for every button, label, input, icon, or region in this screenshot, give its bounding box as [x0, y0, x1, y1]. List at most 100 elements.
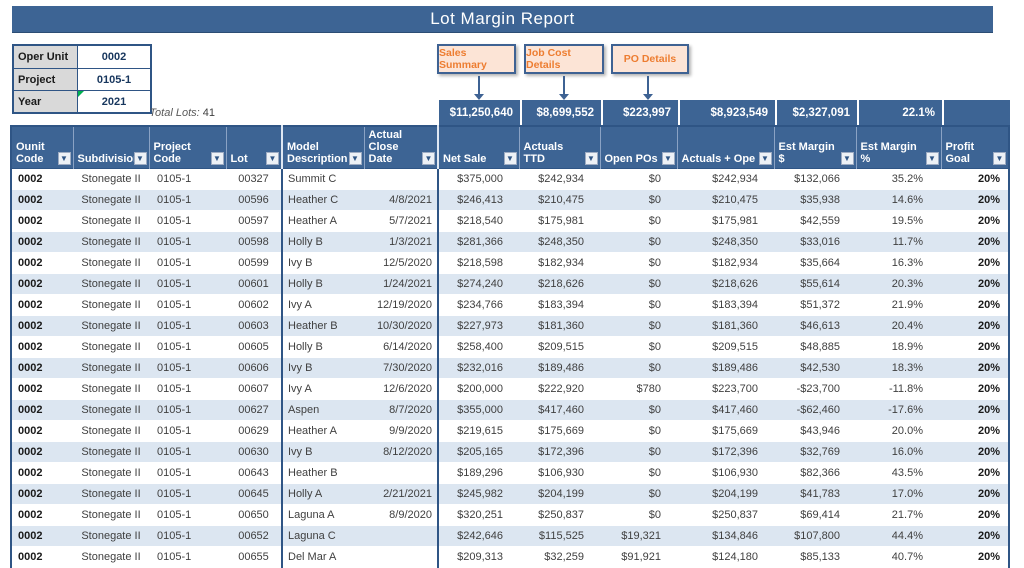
filter-dropdown-icon[interactable]: ▼: [840, 152, 854, 165]
cell-net-sale[interactable]: $218,598: [437, 252, 519, 274]
column-header[interactable]: Lot ▼: [225, 126, 282, 169]
cell-actuals-ttd[interactable]: $32,259: [544, 551, 584, 563]
cell-est-margin-pct[interactable]: -11.8%: [888, 383, 923, 395]
cell-ounit-code[interactable]: 0002: [18, 530, 43, 542]
oper-unit-value-cell[interactable]: 0002: [101, 51, 127, 63]
cell-profit-goal[interactable]: 20%: [977, 194, 1000, 206]
cell-open-pos[interactable]: $0: [648, 299, 661, 311]
cell-net-sale[interactable]: $258,400: [437, 336, 519, 358]
cell-lot[interactable]: 00596: [238, 194, 269, 206]
sales-summary-button[interactable]: Sales Summary: [437, 44, 516, 74]
cell-est-margin-dollars[interactable]: $41,783: [800, 488, 840, 500]
cell-open-pos[interactable]: $0: [648, 341, 661, 353]
cell-subdivision[interactable]: Stonegate II: [81, 236, 141, 248]
cell-lot[interactable]: 00655: [238, 551, 269, 563]
cell-profit-goal[interactable]: 20%: [977, 341, 1000, 353]
column-header[interactable]: Est Margin % ▼: [855, 126, 941, 169]
cell-project-code[interactable]: 0105-1: [157, 404, 192, 416]
cell-actuals-plus-open[interactable]: $204,199: [712, 488, 758, 500]
year-value-cell[interactable]: 2021: [78, 91, 150, 112]
cell-net-sale[interactable]: $246,413: [437, 189, 519, 211]
cell-subdivision[interactable]: Stonegate II: [81, 278, 141, 290]
cell-lot[interactable]: 00627: [238, 404, 269, 416]
cell-model-description[interactable]: Holly B: [281, 273, 364, 295]
cell-ounit-code[interactable]: 0002: [18, 551, 43, 563]
summary-net-sale[interactable]: $11,250,640: [439, 100, 520, 125]
cell-project-code[interactable]: 0105-1: [157, 362, 192, 374]
cell-lot[interactable]: 00601: [238, 278, 269, 290]
summary-actuals-ttd[interactable]: $8,699,552: [520, 100, 601, 125]
cell-actual-close-date[interactable]: 7/30/2020: [383, 362, 432, 374]
cell-open-pos[interactable]: $0: [648, 278, 661, 290]
cell-lot[interactable]: 00643: [238, 467, 269, 479]
cell-ounit-code[interactable]: 0002: [18, 173, 43, 185]
cell-actuals-ttd[interactable]: $175,981: [538, 215, 584, 227]
summary-open-pos[interactable]: $223,997: [601, 100, 678, 125]
column-header[interactable]: Actuals TTD ▼: [518, 126, 600, 169]
cell-net-sale[interactable]: $375,000: [437, 168, 519, 190]
cell-lot[interactable]: 00602: [238, 299, 269, 311]
cell-model-description[interactable]: Holly B: [281, 231, 364, 253]
cell-profit-goal[interactable]: 20%: [977, 299, 1000, 311]
cell-actuals-ttd[interactable]: $172,396: [538, 446, 584, 458]
cell-model-description[interactable]: Ivy B: [281, 252, 364, 274]
cell-actuals-plus-open[interactable]: $223,700: [712, 383, 758, 395]
cell-subdivision[interactable]: Stonegate II: [81, 551, 141, 563]
cell-actuals-ttd[interactable]: $204,199: [538, 488, 584, 500]
cell-est-margin-dollars[interactable]: $48,885: [800, 341, 840, 353]
column-header[interactable]: Model Description ▼: [281, 126, 364, 169]
cell-subdivision[interactable]: Stonegate II: [81, 446, 141, 458]
cell-model-description[interactable]: Aspen: [281, 399, 364, 421]
filter-dropdown-icon[interactable]: ▼: [503, 152, 517, 165]
cell-actual-close-date[interactable]: [364, 169, 438, 190]
cell-net-sale[interactable]: $209,313: [437, 546, 519, 568]
cell-open-pos[interactable]: $0: [648, 173, 661, 185]
cell-actual-close-date[interactable]: [364, 526, 438, 547]
filter-dropdown-icon[interactable]: ▼: [348, 152, 362, 165]
cell-lot[interactable]: 00645: [238, 488, 269, 500]
cell-open-pos[interactable]: $0: [648, 446, 661, 458]
cell-net-sale[interactable]: $218,540: [437, 210, 519, 232]
cell-est-margin-dollars[interactable]: $82,366: [800, 467, 840, 479]
cell-ounit-code[interactable]: 0002: [18, 194, 43, 206]
cell-open-pos[interactable]: $0: [648, 404, 661, 416]
cell-net-sale[interactable]: $320,251: [437, 504, 519, 526]
cell-actual-close-date[interactable]: 2/21/2021: [383, 488, 432, 500]
cell-lot[interactable]: 00606: [238, 362, 269, 374]
cell-est-margin-pct[interactable]: 20.3%: [891, 278, 923, 290]
cell-actuals-ttd[interactable]: $175,669: [538, 425, 584, 437]
cell-model-description[interactable]: Heather C: [281, 189, 364, 211]
cell-profit-goal[interactable]: 20%: [977, 215, 1000, 227]
cell-actuals-plus-open[interactable]: $134,846: [712, 530, 758, 542]
cell-actual-close-date[interactable]: [364, 463, 438, 484]
cell-open-pos[interactable]: $0: [648, 236, 661, 248]
cell-actual-close-date[interactable]: [364, 547, 438, 568]
cell-net-sale[interactable]: $227,973: [437, 315, 519, 337]
cell-subdivision[interactable]: Stonegate II: [81, 362, 141, 374]
summary-est-margin-dollars[interactable]: $2,327,091: [775, 100, 857, 125]
cell-actual-close-date[interactable]: 10/30/2020: [376, 320, 432, 332]
cell-open-pos[interactable]: $0: [648, 467, 661, 479]
summary-est-margin-pct[interactable]: 22.1%: [857, 100, 942, 125]
cell-model-description[interactable]: Ivy B: [281, 441, 364, 463]
cell-model-description[interactable]: Del Mar A: [281, 546, 364, 568]
cell-net-sale[interactable]: $232,016: [437, 357, 519, 379]
cell-actuals-plus-open[interactable]: $183,394: [712, 299, 758, 311]
cell-open-pos[interactable]: $0: [648, 425, 661, 437]
cell-ounit-code[interactable]: 0002: [18, 299, 43, 311]
cell-subdivision[interactable]: Stonegate II: [81, 383, 141, 395]
cell-ounit-code[interactable]: 0002: [18, 341, 43, 353]
cell-actuals-plus-open[interactable]: $172,396: [712, 446, 758, 458]
cell-net-sale[interactable]: $245,982: [437, 483, 519, 505]
filter-dropdown-icon[interactable]: ▼: [210, 152, 224, 165]
cell-open-pos[interactable]: $780: [636, 383, 661, 395]
cell-actuals-ttd[interactable]: $181,360: [538, 320, 584, 332]
cell-open-pos[interactable]: $0: [648, 320, 661, 332]
cell-project-code[interactable]: 0105-1: [157, 383, 192, 395]
cell-lot[interactable]: 00607: [238, 383, 269, 395]
po-details-button[interactable]: PO Details: [611, 44, 689, 74]
cell-est-margin-pct[interactable]: 18.9%: [891, 341, 923, 353]
cell-subdivision[interactable]: Stonegate II: [81, 404, 141, 416]
cell-est-margin-dollars[interactable]: -$23,700: [796, 383, 840, 395]
cell-actual-close-date[interactable]: 5/7/2021: [389, 215, 432, 227]
